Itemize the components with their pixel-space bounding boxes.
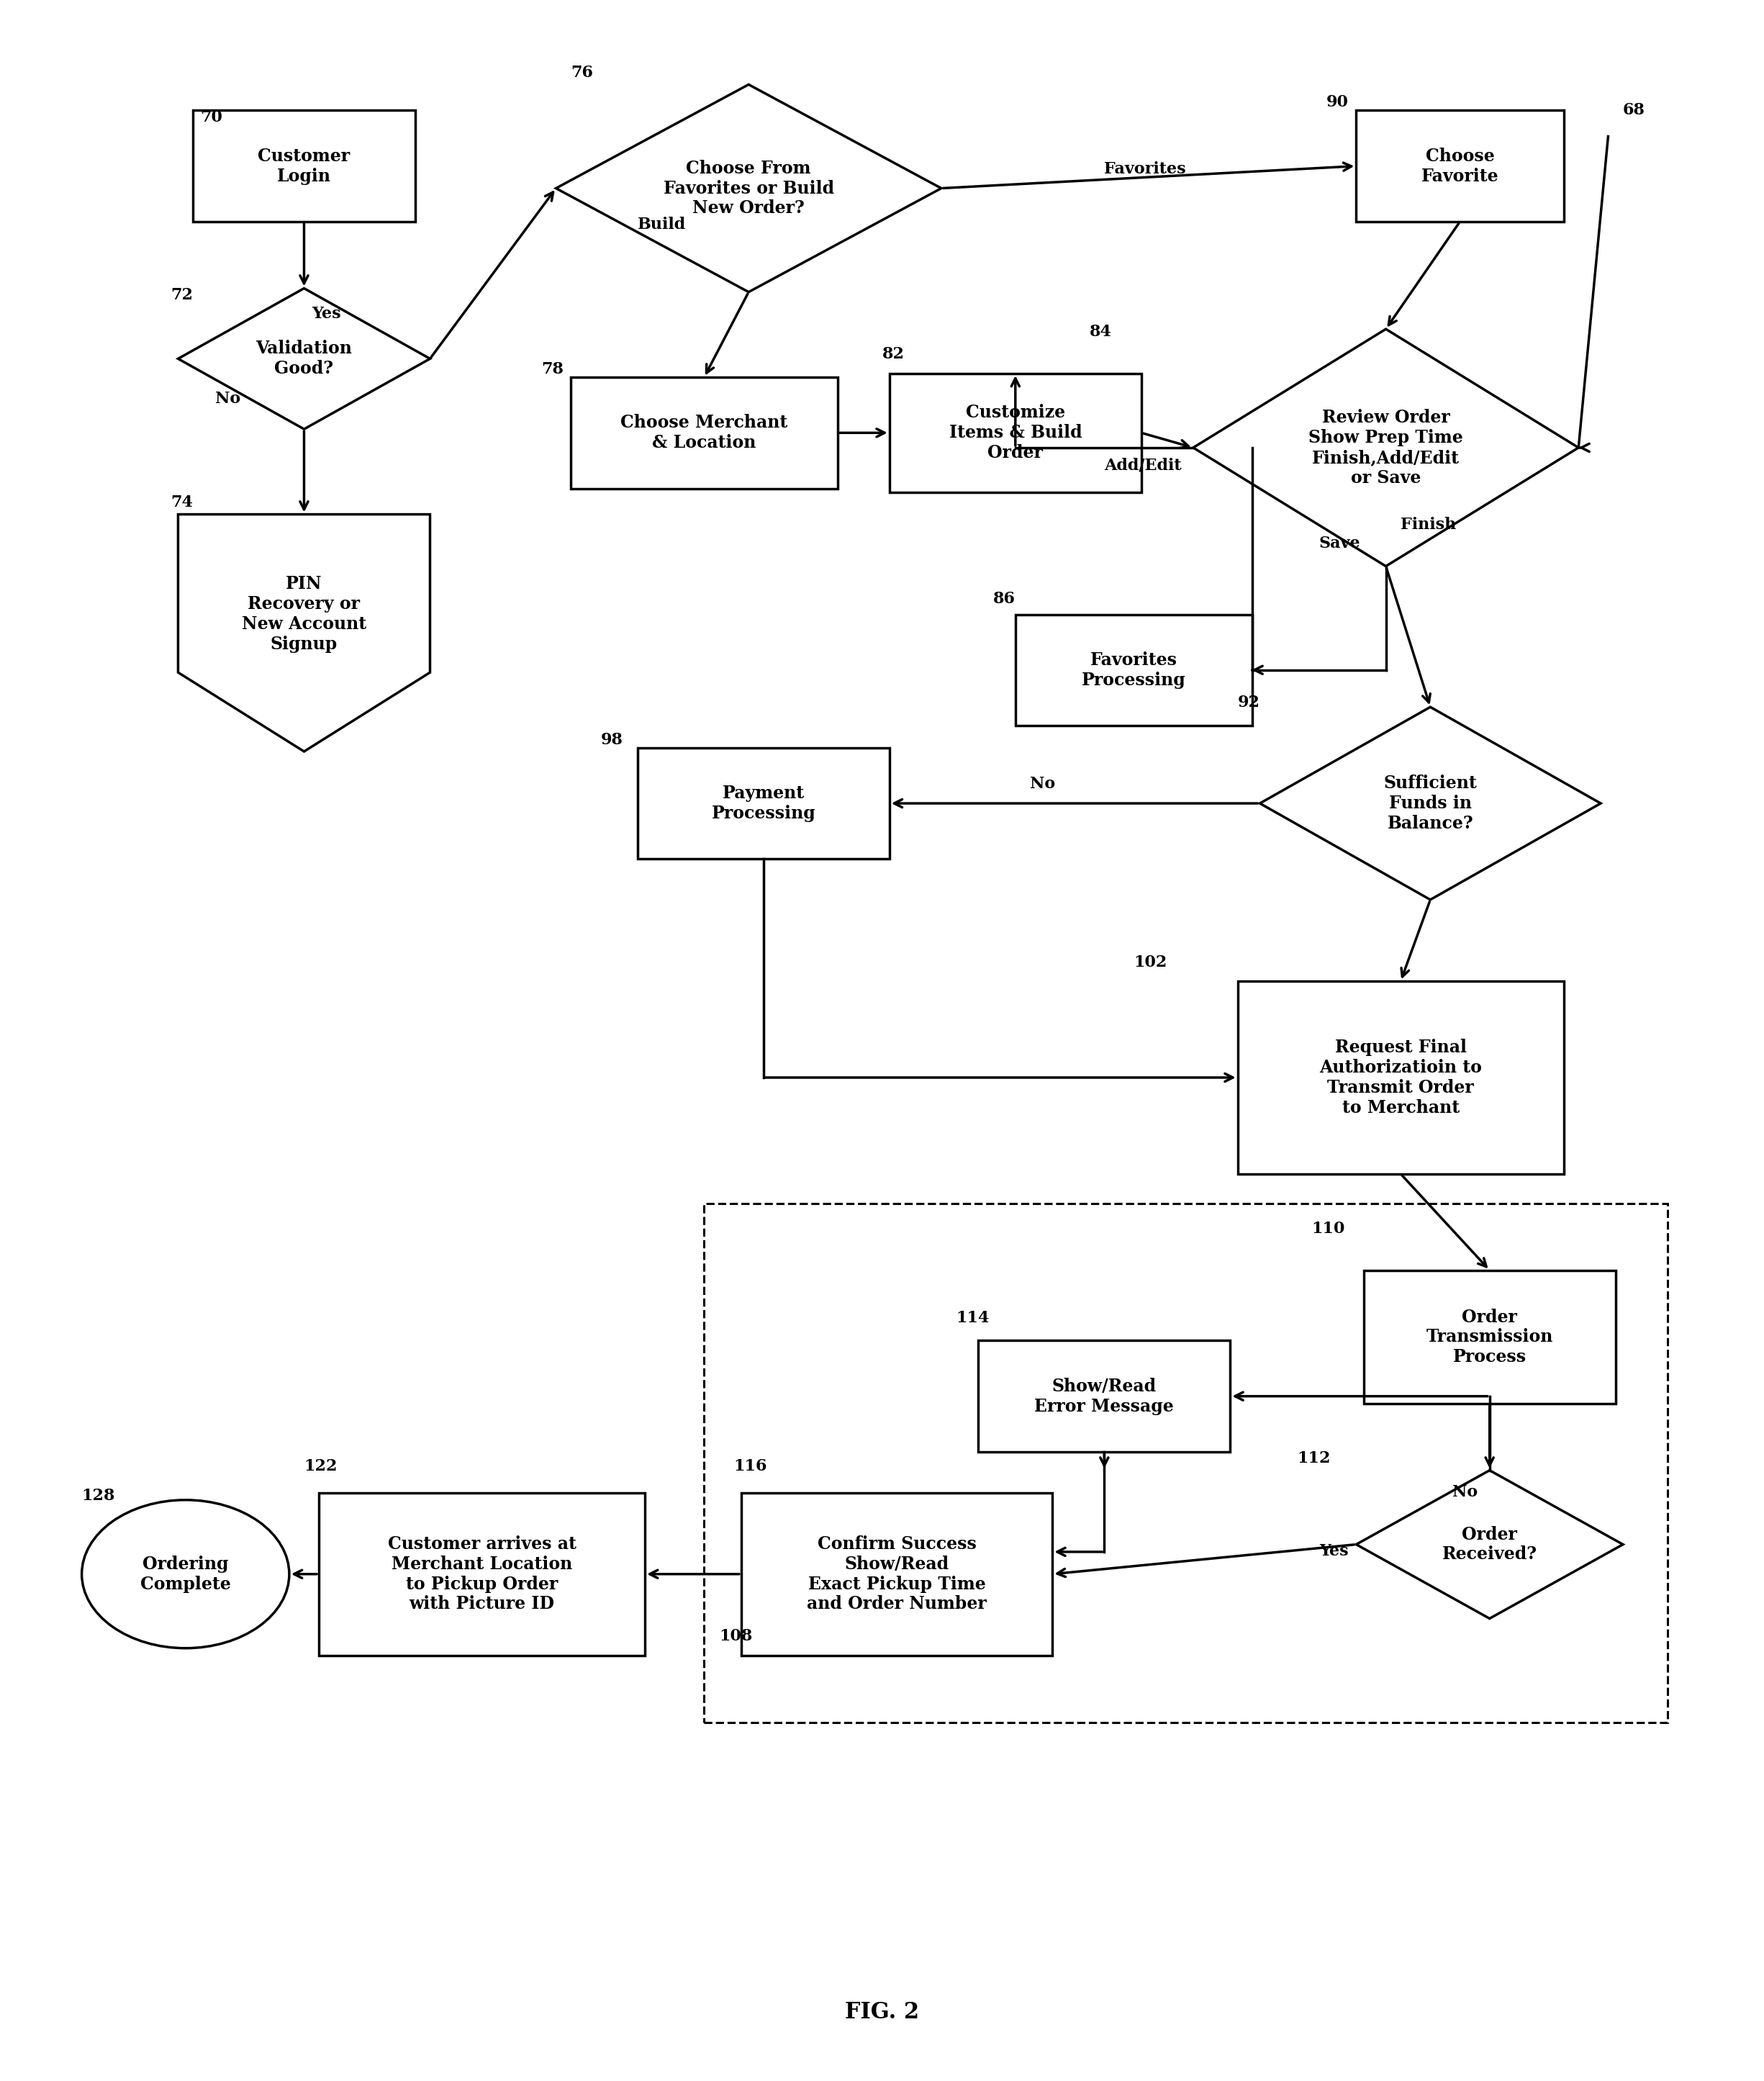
Bar — [704, 1203, 1667, 1723]
Bar — [192, 110, 415, 221]
Text: 76: 76 — [572, 65, 593, 81]
Text: 122: 122 — [303, 1459, 337, 1473]
Polygon shape — [178, 514, 430, 751]
Text: Favorites: Favorites — [1104, 160, 1185, 177]
Bar — [979, 1340, 1230, 1453]
Text: Build: Build — [637, 216, 686, 233]
Text: Validation
Good?: Validation Good? — [256, 339, 353, 377]
Text: No: No — [1030, 776, 1055, 793]
Text: Ordering
Complete: Ordering Complete — [141, 1555, 231, 1592]
Bar — [1364, 1269, 1616, 1403]
Polygon shape — [1192, 329, 1579, 566]
Text: No: No — [1452, 1484, 1478, 1500]
Text: Customer arrives at
Merchant Location
to Pickup Order
with Picture ID: Customer arrives at Merchant Location to… — [388, 1536, 577, 1613]
Text: 112: 112 — [1297, 1450, 1330, 1467]
Text: No: No — [215, 391, 240, 406]
Bar — [572, 377, 838, 489]
Text: Finish: Finish — [1401, 516, 1457, 533]
Text: 90: 90 — [1327, 94, 1349, 110]
Bar — [1357, 110, 1563, 221]
Bar — [1016, 614, 1252, 726]
Text: 72: 72 — [171, 287, 192, 304]
Text: 98: 98 — [600, 733, 623, 747]
Bar — [741, 1492, 1053, 1656]
Text: Confirm Success
Show/Read
Exact Pickup Time
and Order Number: Confirm Success Show/Read Exact Pickup T… — [806, 1536, 986, 1613]
Bar — [1238, 982, 1563, 1174]
Text: 102: 102 — [1134, 955, 1168, 970]
Text: 78: 78 — [542, 362, 563, 377]
Text: Show/Read
Error Message: Show/Read Error Message — [1034, 1378, 1175, 1415]
Text: Choose
Favorite: Choose Favorite — [1422, 148, 1499, 185]
Polygon shape — [556, 85, 942, 291]
Text: 70: 70 — [201, 110, 222, 125]
Text: FIG. 2: FIG. 2 — [845, 2002, 919, 2023]
Text: Payment
Processing: Payment Processing — [711, 785, 815, 822]
Text: Order
Received?: Order Received? — [1441, 1525, 1536, 1563]
Text: Customer
Login: Customer Login — [258, 148, 351, 185]
Bar — [319, 1492, 646, 1656]
Text: Add/Edit: Add/Edit — [1104, 458, 1182, 474]
Text: 108: 108 — [720, 1629, 753, 1644]
Text: Sufficient
Funds in
Balance?: Sufficient Funds in Balance? — [1383, 774, 1476, 832]
Text: Favorites
Processing: Favorites Processing — [1081, 651, 1185, 689]
Text: 84: 84 — [1090, 325, 1111, 339]
Text: 86: 86 — [993, 591, 1016, 608]
Text: Request Final
Authorizatioin to
Transmit Order
to Merchant: Request Final Authorizatioin to Transmit… — [1319, 1038, 1482, 1115]
Bar — [889, 372, 1141, 491]
Text: 128: 128 — [81, 1488, 115, 1505]
Text: Review Order
Show Prep Time
Finish,Add/Edit
or Save: Review Order Show Prep Time Finish,Add/E… — [1309, 410, 1462, 487]
Text: 110: 110 — [1312, 1222, 1346, 1236]
Text: 82: 82 — [882, 345, 905, 362]
Text: 74: 74 — [171, 495, 192, 510]
Text: PIN
Recovery or
New Account
Signup: PIN Recovery or New Account Signup — [242, 574, 367, 653]
Ellipse shape — [81, 1500, 289, 1648]
Text: Choose Merchant
& Location: Choose Merchant & Location — [621, 414, 789, 452]
Text: 116: 116 — [734, 1459, 767, 1473]
Text: Yes: Yes — [312, 306, 340, 323]
Text: 68: 68 — [1623, 102, 1646, 119]
Polygon shape — [1259, 708, 1600, 899]
Text: Order
Transmission
Process: Order Transmission Process — [1425, 1309, 1552, 1365]
Polygon shape — [1357, 1471, 1623, 1619]
Text: 114: 114 — [956, 1309, 990, 1326]
Text: Save: Save — [1319, 535, 1360, 551]
Text: Customize
Items & Build
Order: Customize Items & Build Order — [949, 404, 1081, 462]
Text: Yes: Yes — [1319, 1544, 1348, 1559]
Polygon shape — [178, 289, 430, 429]
Text: Choose From
Favorites or Build
New Order?: Choose From Favorites or Build New Order… — [663, 160, 834, 216]
Text: 92: 92 — [1238, 695, 1259, 710]
Bar — [637, 747, 889, 859]
